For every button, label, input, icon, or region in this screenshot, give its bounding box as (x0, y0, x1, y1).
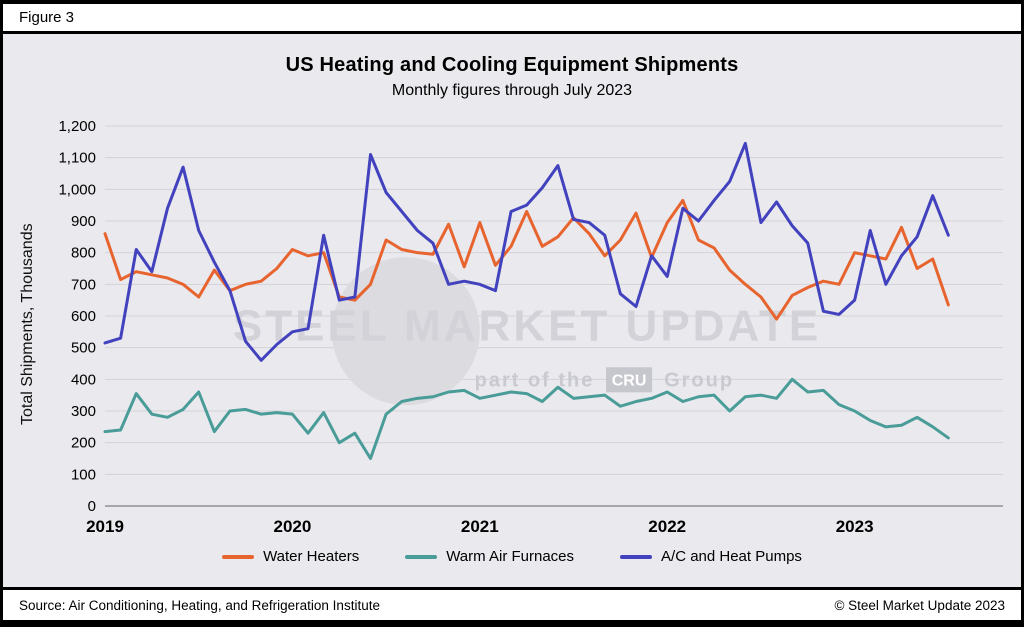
y-tick-label: 0 (88, 498, 96, 515)
y-tick-label: 100 (71, 466, 96, 483)
source-text: Source: Air Conditioning, Heating, and R… (19, 597, 380, 613)
x-tick-label: 2019 (86, 517, 124, 536)
y-axis-label: Total Shipments, Thousands (19, 223, 36, 425)
x-tick-label: 2021 (461, 517, 499, 536)
chart-title: US Heating and Cooling Equipment Shipmen… (285, 54, 739, 76)
y-tick-label: 1,100 (58, 150, 96, 167)
copyright-text: © Steel Market Update 2023 (834, 597, 1005, 613)
x-tick-label: 2022 (648, 517, 686, 536)
chart-subtitle: Monthly figures through July 2023 (391, 82, 633, 99)
watermark-subtext-suffix: Group (664, 369, 734, 391)
y-tick-label: 300 (71, 403, 96, 420)
y-tick-label: 400 (71, 371, 96, 388)
y-tick-label: 600 (71, 308, 96, 325)
footer: Source: Air Conditioning, Heating, and R… (3, 587, 1021, 620)
x-tick-label: 2020 (273, 517, 311, 536)
series-line-water-heaters (103, 198, 950, 321)
legend-swatch-ac-heat-pumps (620, 554, 653, 559)
legend-swatch-warm-air-furnaces (405, 554, 438, 559)
legend-item-water-heaters: Water Heaters (222, 548, 359, 565)
watermark-subtext-prefix: part of the (475, 369, 595, 391)
y-tick-label: 500 (71, 340, 96, 357)
y-tick-label: 700 (71, 276, 96, 293)
legend-label-warm-air-furnaces: Warm Air Furnaces (446, 548, 575, 565)
figure-label: Figure 3 (19, 9, 75, 26)
chart-legend: Water Heaters Warm Air Furnaces A/C and … (3, 548, 1021, 565)
legend-label-ac-heat-pumps: A/C and Heat Pumps (661, 548, 802, 565)
y-tick-label: 800 (71, 245, 96, 262)
chart-area: US Heating and Cooling Equipment Shipmen… (3, 34, 1021, 587)
y-tick-label: 1,000 (58, 181, 96, 198)
series-line-a-c-and-heat-pumps (103, 141, 950, 362)
y-tick-label: 200 (71, 435, 96, 452)
y-tick-label: 900 (71, 213, 96, 230)
watermark-cru-box (606, 367, 653, 393)
legend-item-ac-heat-pumps: A/C and Heat Pumps (620, 548, 802, 565)
figure-bar: Figure 3 (3, 4, 1021, 34)
watermark-cru-text: CRU (612, 372, 647, 389)
legend-label-water-heaters: Water Heaters (263, 548, 360, 565)
chart-plot: 0 100 200 300 400 500 600 700 800 900 1,000 1,100 1,… (58, 118, 1003, 536)
series-line-warm-air-furnaces (103, 377, 950, 460)
x-tick-label: 2023 (836, 517, 874, 536)
y-tick-label: 1,200 (58, 118, 96, 135)
legend-swatch-water-heaters (222, 554, 255, 559)
legend-item-warm-air-furnaces: Warm Air Furnaces (405, 548, 574, 565)
watermark-globe (331, 257, 480, 406)
watermark-text: STEEL MARKET UPDATE (233, 302, 821, 351)
